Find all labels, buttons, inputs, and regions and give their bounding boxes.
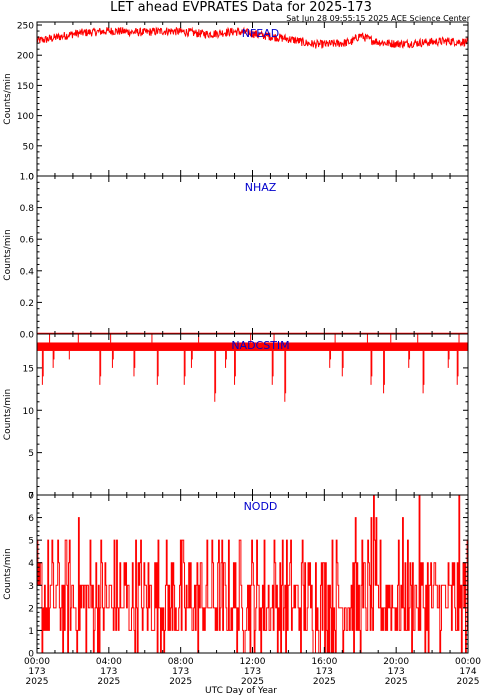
y-tick-label: 0.4 <box>20 267 35 277</box>
x-tick-label-time: 00:00 <box>24 657 50 667</box>
panel-nadcstim: 0 5 10 15 NADCSTIM Counts/min <box>3 333 469 502</box>
x-tick-label-time: 04:00 <box>96 657 122 667</box>
x-tick-label-time: 16:00 <box>311 657 337 667</box>
x-tick-label-time: 00:00 <box>455 657 481 667</box>
y-tick-label: 1 <box>28 627 34 637</box>
y-tick-label: 0.0 <box>20 331 35 341</box>
panel-label: NHAZ <box>245 181 277 194</box>
panel-label: NADCSTIM <box>231 339 289 352</box>
x-tick-label-doy: 173 <box>388 667 405 677</box>
y-tick-label: 5 <box>28 537 34 547</box>
x-tick-label-time: 12:00 <box>240 657 266 667</box>
x-tick-label-year: 2025 <box>97 677 120 687</box>
x-tick-label-time: 20:00 <box>383 657 409 667</box>
y-tick-label: 150 <box>17 82 34 92</box>
panel-nfead: 0 50 100 150 200 250 NFEAD Counts/min <box>3 21 469 183</box>
y-tick-label: 0 <box>28 173 34 183</box>
y-tick-label: 50 <box>23 142 35 152</box>
y-tick-label: 100 <box>17 112 34 122</box>
y-tick-label: 200 <box>17 52 34 62</box>
nodd-line <box>37 495 468 653</box>
y-tick-label: 250 <box>17 22 34 32</box>
x-tick-label-doy: 173 <box>316 667 333 677</box>
y-axis-label: Counts/min <box>3 389 13 440</box>
x-tick-label-doy: 173 <box>244 667 261 677</box>
y-tick-label: 7 <box>28 492 34 502</box>
panel-label: NFEAD <box>242 27 280 40</box>
y-tick-label: 0.2 <box>20 299 34 309</box>
y-axis-label: Counts/min <box>3 548 13 599</box>
x-tick-label-doy: 174 <box>459 667 476 677</box>
nadcstim-band <box>37 342 468 351</box>
panel-nhaz: 0.0 0.2 0.4 0.6 0.8 1.0 NHAZ Counts/min <box>3 173 469 341</box>
timestamp: Sat Jun 28 09:55:15 2025 ACE Science Cen… <box>286 14 470 23</box>
x-tick-label-time: 08:00 <box>168 657 194 667</box>
y-tick-label: 15 <box>23 364 34 374</box>
y-tick-label: 4 <box>28 559 34 569</box>
series-nodd <box>37 495 468 653</box>
panel-label: NODD <box>244 500 278 513</box>
x-axis-label: UTC Day of Year <box>205 686 277 696</box>
panel-nodd: 0 1 2 3 4 5 6 7 NODD Counts/min <box>3 492 469 660</box>
x-tick-label-doy: 173 <box>100 667 117 677</box>
y-tick-label: 6 <box>28 514 34 524</box>
x-tick-label-doy: 173 <box>172 667 189 677</box>
x-tick-label-year: 2025 <box>241 677 264 687</box>
y-tick-label: 0.6 <box>20 236 35 246</box>
panel-frame <box>36 333 469 496</box>
y-tick-label: 10 <box>23 407 35 417</box>
x-tick-label-year: 2025 <box>457 677 480 687</box>
y-tick-label: 5 <box>28 449 34 459</box>
y-tick-label: 2 <box>28 604 34 614</box>
series-nfead <box>37 26 468 49</box>
x-tick-label-year: 2025 <box>169 677 192 687</box>
y-tick-label: 0 <box>28 650 34 660</box>
y-tick-label: 0.8 <box>20 204 35 214</box>
x-tick-label-year: 2025 <box>313 677 336 687</box>
y-axis-label: Counts/min <box>3 73 13 124</box>
nfead-line <box>37 26 468 49</box>
x-tick-label-year: 2025 <box>385 677 408 687</box>
x-tick-label-year: 2025 <box>26 677 49 687</box>
y-tick-label: 0 <box>28 492 34 502</box>
y-axis-label: Counts/min <box>3 229 13 280</box>
x-tick-label-doy: 173 <box>28 667 45 677</box>
series-nadcstim <box>37 334 468 402</box>
y-tick-label: 1.0 <box>20 173 35 183</box>
chart-title: LET ahead EVPRATES Data for 2025-173 <box>110 0 372 15</box>
y-tick-label: 3 <box>28 582 34 592</box>
panel-frame <box>36 175 469 335</box>
